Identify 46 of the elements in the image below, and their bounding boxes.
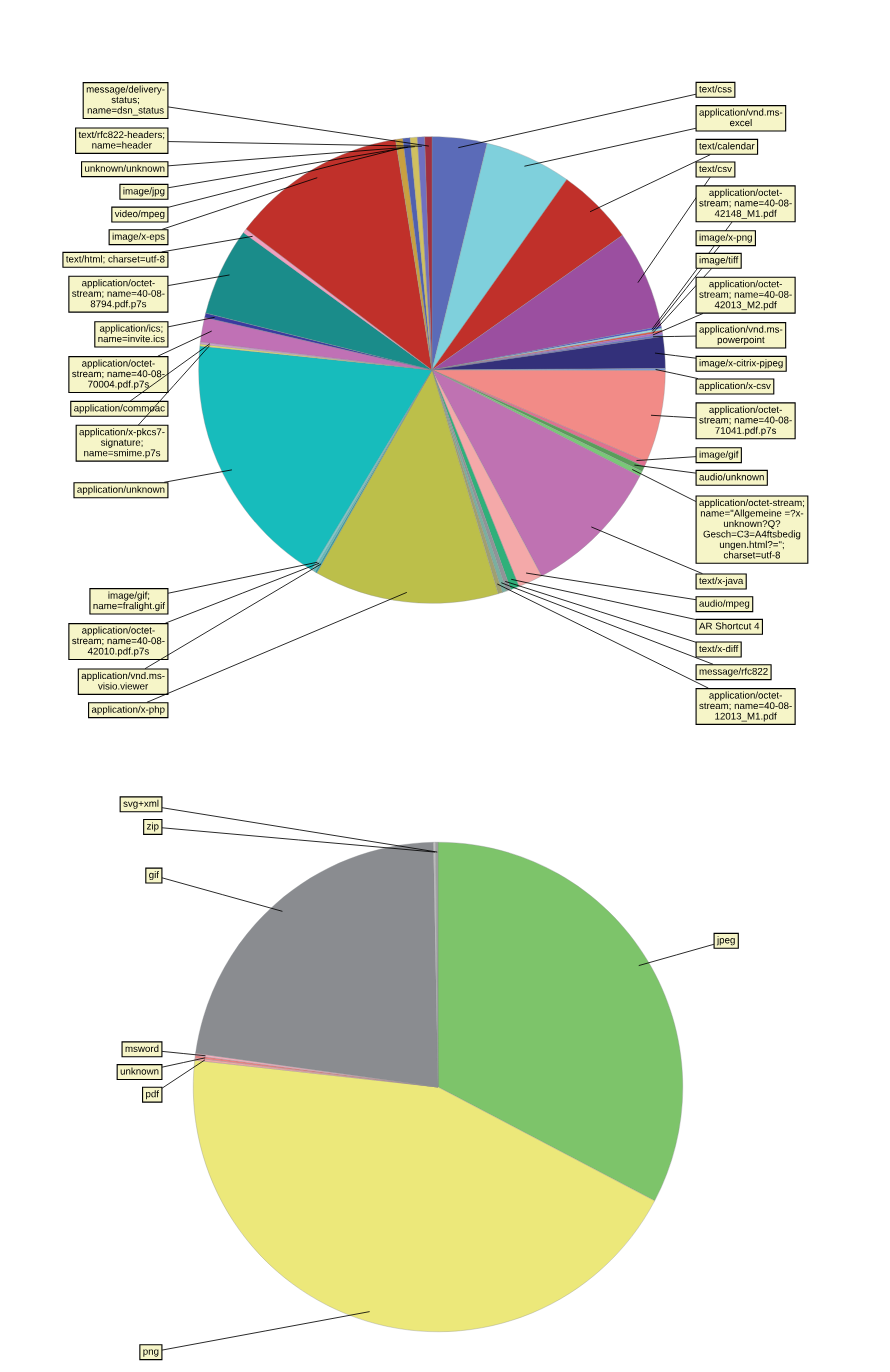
slice-label: image/gif; name=fralight.gif xyxy=(93,591,166,612)
slice-label: png xyxy=(143,1349,159,1357)
slice-label: audio/mpeg xyxy=(699,599,750,609)
slice-label: text/x-diff xyxy=(699,644,739,653)
slice-label: audio/unknown xyxy=(699,473,764,481)
slice-label: application/octet- stream; name=40-08- 8794.pdf.p7s xyxy=(72,279,165,310)
slice-label: application/vnd.ms- excel xyxy=(699,108,783,127)
slice-label: jpeg xyxy=(716,936,735,946)
slice-label: pdf xyxy=(146,1090,160,1100)
slice-label: application/vnd.ms- visio.viewer xyxy=(81,671,165,690)
slice-label: svg+xml xyxy=(123,799,159,809)
slice-label: message/rfc822 xyxy=(699,667,768,677)
slice-label: AR Shortcut 4 xyxy=(699,622,760,630)
slice-label: image/gif xyxy=(699,450,739,460)
slice-label: application/unknown xyxy=(77,485,165,495)
slice-label: video/mpeg xyxy=(114,210,165,220)
slice-label: application/octet- stream; name=40-08- 42010.pdf.p7s xyxy=(72,626,165,657)
slice-label: image/jpg xyxy=(123,187,165,197)
slice-label: image/x-eps xyxy=(112,232,165,242)
slice-label: text/calendar xyxy=(699,142,755,150)
slice-label: unknown xyxy=(120,1067,159,1075)
slice-label: application/commoac xyxy=(74,404,165,414)
slice-label: application/octet- stream; name=40-08- 71041.pdf.p7s xyxy=(699,405,792,436)
slice-label: gif xyxy=(149,871,160,881)
slice-label: application/x-pkcs7- signature; name=smime.p7s xyxy=(79,428,165,459)
slice-label: application/octet- stream; name=40-08- 70004.pdf.p7s xyxy=(72,359,165,390)
slice-label: application/octet- stream; name=40-08- 42013_M2.pdf xyxy=(699,280,792,311)
slice-label: image/tiff xyxy=(699,256,739,266)
slice-label: application/vnd.ms- powerpoint xyxy=(699,325,783,346)
slice-label: text/css xyxy=(699,85,732,93)
slice-label: application/octet-stream; name="Allgemeine =?x- unknown?Q? Gesch=C3=A4ftsbedig ungen.html?="; charset=utf-8 xyxy=(699,498,805,559)
slice-label: msword xyxy=(125,1044,159,1052)
slice-label: text/csv xyxy=(699,164,732,173)
slice-label: image/x-citrix-pjpeg xyxy=(699,359,783,369)
slice-label: application/ics; name=invite.ics xyxy=(98,324,165,343)
slice-label: text/x-java xyxy=(699,576,744,587)
slice-label: zip xyxy=(146,822,159,832)
slice-label: image/x-png xyxy=(699,233,752,243)
slice-label: application/octet- stream; name=40-08- 42148_M1.pdf xyxy=(699,188,792,219)
slice-label: application/x-php xyxy=(91,705,165,715)
slice-label: message/delivery- status; name=dsn_status xyxy=(86,85,165,116)
slice-label: text/rfc822-headers; name=header xyxy=(78,130,165,149)
slice-label: unknown/unknown xyxy=(85,164,165,172)
slice-label: text/html; charset=utf-8 xyxy=(66,255,165,264)
slice-label: application/octet- stream; name=40-08- 12013_M1.pdf xyxy=(699,691,792,722)
slice-label: application/x-csv xyxy=(699,381,771,392)
